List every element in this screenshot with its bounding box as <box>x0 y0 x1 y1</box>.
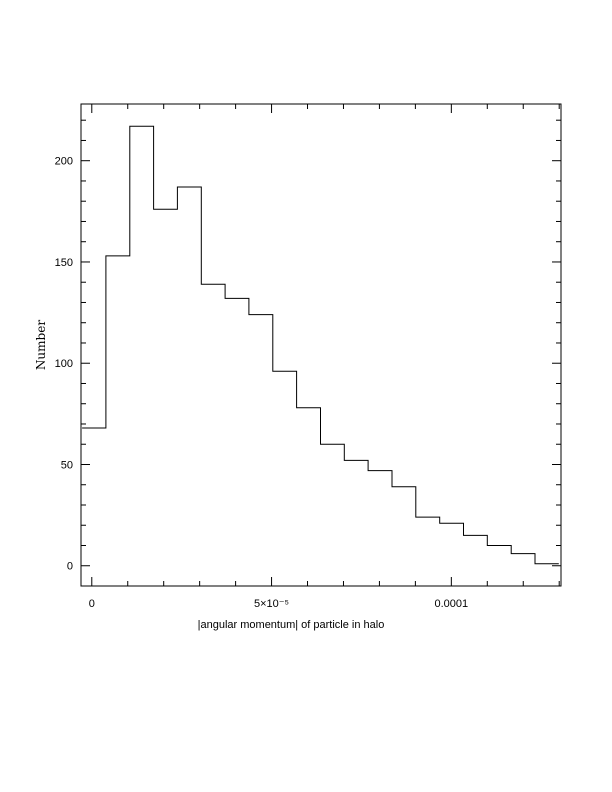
x-tick-labels: 0 5×10⁻⁵ 0.0001 <box>89 598 468 610</box>
y-tick-label: 150 <box>55 257 73 269</box>
y-tick-label: 0 <box>67 561 73 573</box>
y-tick-label: 100 <box>55 358 73 370</box>
y-tick-labels: 0 50 100 150 200 <box>55 156 73 573</box>
histogram-series <box>82 125 559 565</box>
y-axis-label: Number <box>34 320 48 370</box>
x-tick-label: 5×10⁻⁵ <box>254 598 289 610</box>
x-tick-label: 0 <box>89 598 95 610</box>
y-tick-label: 200 <box>55 156 73 168</box>
x-tick-label: 0.0001 <box>435 598 469 610</box>
plot-frame <box>80 103 562 587</box>
x-axis-label: |angular momentum| of particle in halo <box>198 619 385 631</box>
axis-ticks <box>81 104 561 586</box>
y-tick-label: 50 <box>61 459 73 471</box>
